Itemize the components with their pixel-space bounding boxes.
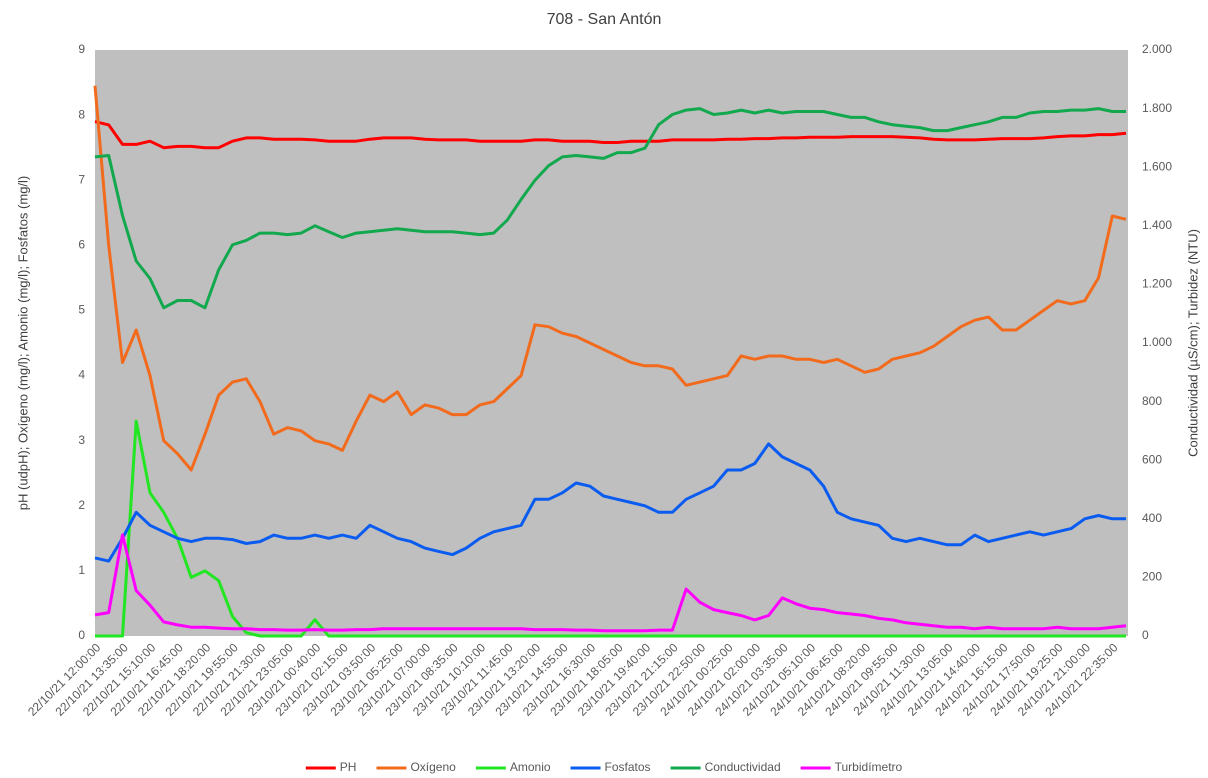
y2-tick-label: 1.000: [1142, 335, 1172, 349]
y-tick-label: 7: [78, 172, 85, 186]
y2-tick-label: 400: [1142, 511, 1162, 525]
series-line: [94, 533, 1127, 633]
y-tick-label: 3: [78, 433, 85, 447]
legend-label: PH: [340, 760, 357, 774]
y-tick-label: 6: [78, 238, 85, 252]
series-line: [95, 419, 1126, 638]
legend-label: Amonio: [510, 760, 551, 774]
y-tick-label: 9: [78, 42, 85, 56]
y-axis-title: pH (udpH); Oxígeno (mg/l); Amonio (mg/l)…: [15, 176, 30, 510]
y-tick-label: 4: [78, 368, 85, 382]
legend-label: Conductividad: [705, 760, 781, 774]
y2-tick-label: 0: [1142, 628, 1149, 642]
y2-tick-label: 200: [1142, 570, 1162, 584]
series-line: [93, 85, 1127, 472]
y2-tick-label: 600: [1142, 452, 1162, 466]
y-tick-label: 2: [78, 498, 85, 512]
legend-label: Turbidímetro: [835, 760, 903, 774]
y2-tick-label: 1.600: [1142, 159, 1172, 173]
y2-tick-label: 1.200: [1142, 277, 1172, 291]
y2-tick-label: 1.800: [1142, 101, 1172, 115]
y-tick-label: 1: [78, 563, 85, 577]
y-tick-label: 8: [78, 107, 85, 121]
y-tick-label: 0: [78, 628, 85, 642]
legend-label: Fosfatos: [605, 760, 651, 774]
chart-title: 708 - San Antón: [547, 11, 662, 28]
y2-tick-label: 800: [1142, 394, 1162, 408]
series-line: [94, 120, 1127, 150]
y2-tick-label: 1.400: [1142, 218, 1172, 232]
y-tick-label: 5: [78, 303, 85, 317]
series-line: [94, 107, 1126, 310]
y2-axis-title: Conductividad (µS/cm); Turbidez (NTU): [1185, 229, 1200, 457]
y2-tick-label: 2.000: [1142, 42, 1172, 56]
series-line: [94, 442, 1126, 563]
legend-label: Oxígeno: [410, 760, 456, 774]
